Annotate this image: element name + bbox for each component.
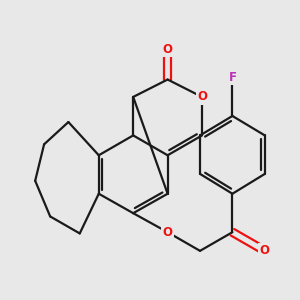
Text: O: O — [163, 43, 172, 56]
Text: O: O — [163, 226, 172, 239]
Text: F: F — [228, 71, 236, 84]
Text: O: O — [197, 90, 207, 104]
Text: O: O — [260, 244, 270, 257]
